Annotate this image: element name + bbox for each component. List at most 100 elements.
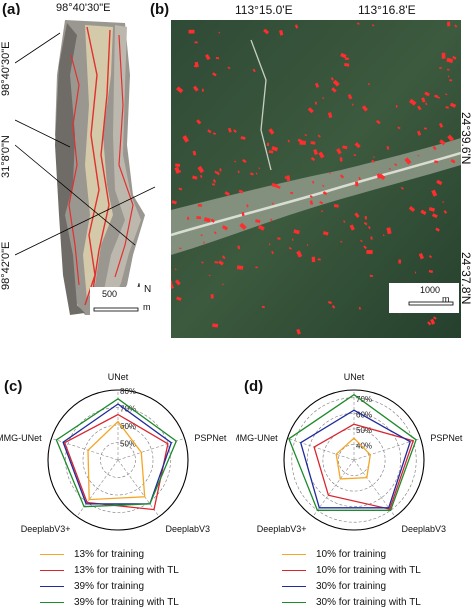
landslide-patch [430,318,436,325]
panel-b-scale-unit: m [442,294,450,304]
panel-b-top-coord-2: 113°16.8'E [358,3,416,17]
landslide-patch [331,87,337,93]
landslide-patch [417,105,422,111]
legend-c: 13% for training 13% for training with T… [40,546,179,610]
landslide-patch [369,274,373,277]
landslide-patch [218,260,224,266]
landslide-patch [255,266,258,269]
landslide-patch [222,255,226,260]
landslide-patch [304,133,308,137]
landslide-patch [241,211,245,217]
landslide-patch [333,204,339,208]
landslide-patch [270,218,273,222]
legend-d-item: 10% for training with TL [282,562,421,578]
legend-c-label: 39% for training with TL [74,596,179,608]
panel-a-left-coord-3: 98°42'0"E [0,241,12,290]
landslide-patch [353,154,357,157]
legend-c-item: 39% for training with TL [40,594,179,610]
landslide-patch [404,157,412,165]
landslide-patch [322,231,329,236]
landslide-patch [344,57,349,61]
landslide-patch [299,140,306,145]
landslide-patch [194,61,199,68]
landslide-patch [212,132,217,135]
landslide-patch [261,305,265,309]
landslide-patch [425,102,428,106]
landslide-patch [240,136,246,140]
landslide-patch [446,57,454,64]
panel-b-right-coord-2: 24°37.8'N [459,252,473,305]
landslide-patch [319,201,324,205]
landslide-patch [214,261,219,264]
landslide-patch [424,91,430,97]
landslide-patch [318,151,325,159]
landslide-patch [227,127,232,133]
landslide-patch [449,102,457,108]
landslide-patch [194,41,198,44]
landslide-patch [322,97,325,99]
landslide-patch [375,119,381,125]
landslide-patch [340,240,343,243]
landslide-patch [358,176,361,181]
landslide-patch [442,201,445,203]
radar-c-tick-label: 50% [120,440,136,449]
landslide-patch [434,94,439,99]
landslide-patch [234,160,237,163]
landslide-patch [238,189,244,194]
landslide-patch [427,321,432,326]
landslide-patch [179,247,182,250]
radar-c-series-line [62,403,173,505]
landslide-patch [428,269,434,274]
landslide-patch [320,210,324,213]
landslide-patch [382,234,385,237]
landslide-patch [176,296,182,301]
landslide-patch [437,97,441,99]
landslide-patch [246,204,249,208]
landslide-patch [279,29,284,36]
landslide-patch [317,258,321,261]
landslide-patch [182,135,190,143]
landslide-patch [208,274,211,277]
legend-d-label: 10% for training with TL [316,564,421,576]
landslide-patch [332,79,340,87]
landslide-patch [356,22,360,25]
landslide-patch [221,225,229,231]
landslide-patch [249,172,254,176]
landslide-patch [201,261,204,264]
landslide-patch [434,160,439,164]
panel-a-top-coord: 98°40'30"E [56,2,111,14]
landslide-patch [420,209,427,216]
landslide-patch [207,129,212,134]
landslide-patch [336,148,342,155]
landslide-patch [449,79,453,82]
radar-c-axis-label: DeeplabV3 [165,524,210,534]
landslide-patch [447,21,451,27]
radar-c-grid-ring [82,424,154,496]
landslide-patch [327,112,333,119]
radar-d-axis-label: DeeplabV3+ [257,524,307,534]
landslide-patch [255,172,258,175]
radar-c-tick-label: 60% [120,422,136,431]
landslide-patch [271,145,279,152]
landslide-patch [296,250,303,258]
landslide-patch [271,182,278,188]
radar-c-axis-label: PSPNet [194,433,227,443]
landslide-patch [366,250,373,254]
panel-b-right-coord-1: 24°39.6'N [459,112,473,165]
landslide-patch [428,255,433,259]
radar-d-tick-label: 50% [356,426,372,435]
radar-d-series-line [313,423,415,510]
landslide-patch [395,104,398,108]
landslide-patch [188,29,195,34]
landslide-patch [424,127,427,130]
radar-c-series-line [87,420,146,501]
landslide-patch [329,172,331,174]
legend-c-swatch [40,585,64,587]
radar-d-series-line [288,393,417,511]
landslide-patch [293,229,300,235]
landslide-patch [408,205,416,212]
landslide-patch [276,185,281,190]
landslide-patch [446,68,450,71]
landslide-patch [330,77,334,81]
legend-d-swatch [282,601,306,603]
